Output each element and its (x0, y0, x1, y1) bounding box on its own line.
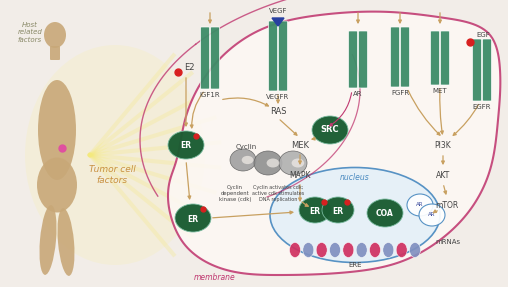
FancyBboxPatch shape (400, 27, 409, 87)
Ellipse shape (292, 158, 304, 168)
FancyBboxPatch shape (483, 39, 492, 101)
Ellipse shape (356, 243, 367, 257)
Ellipse shape (44, 22, 66, 48)
Ellipse shape (303, 243, 314, 257)
Text: mRNAs: mRNAs (435, 239, 460, 245)
Ellipse shape (299, 197, 331, 223)
Ellipse shape (38, 80, 76, 180)
Text: membrane: membrane (194, 272, 236, 282)
FancyBboxPatch shape (472, 39, 482, 101)
Text: AR: AR (428, 212, 436, 218)
FancyBboxPatch shape (348, 31, 358, 88)
Text: ER: ER (180, 141, 192, 150)
Text: Tumor cell
factors: Tumor cell factors (88, 165, 135, 185)
Text: ER: ER (187, 214, 199, 224)
Text: COA: COA (376, 208, 394, 218)
Ellipse shape (25, 45, 205, 265)
Text: MET: MET (433, 88, 448, 94)
Ellipse shape (369, 243, 380, 257)
Ellipse shape (330, 243, 340, 257)
Ellipse shape (37, 158, 77, 212)
Text: MEK: MEK (291, 141, 309, 150)
Ellipse shape (242, 156, 253, 164)
Ellipse shape (322, 197, 354, 223)
Text: VEGFR: VEGFR (266, 94, 290, 100)
FancyBboxPatch shape (391, 27, 399, 87)
Text: Cyclin: Cyclin (235, 144, 257, 150)
Text: ER: ER (309, 207, 321, 216)
Ellipse shape (230, 149, 256, 171)
FancyBboxPatch shape (210, 27, 219, 89)
Text: ERE: ERE (348, 262, 362, 268)
FancyBboxPatch shape (430, 31, 439, 85)
Text: VEGF: VEGF (269, 8, 287, 14)
FancyBboxPatch shape (269, 21, 277, 91)
Ellipse shape (383, 243, 394, 257)
FancyBboxPatch shape (201, 27, 209, 89)
Ellipse shape (279, 151, 307, 175)
Text: Host
related
factors: Host related factors (18, 22, 43, 43)
Text: AKT: AKT (436, 170, 450, 179)
Ellipse shape (290, 243, 301, 257)
Polygon shape (168, 11, 500, 275)
Ellipse shape (312, 116, 348, 144)
Ellipse shape (175, 204, 211, 232)
Text: AR: AR (353, 91, 363, 97)
Text: AR: AR (416, 203, 424, 208)
Text: Cyclin
dependent
kinase (cdk): Cyclin dependent kinase (cdk) (219, 185, 251, 201)
FancyBboxPatch shape (359, 31, 367, 88)
Text: mTOR: mTOR (435, 201, 459, 210)
Text: FGFR: FGFR (391, 90, 409, 96)
Ellipse shape (367, 199, 403, 227)
Ellipse shape (419, 204, 445, 226)
FancyBboxPatch shape (440, 31, 450, 85)
Text: RAS: RAS (270, 108, 286, 117)
Text: EGF: EGF (476, 32, 490, 38)
Ellipse shape (396, 243, 407, 257)
Text: ER: ER (332, 207, 343, 216)
Ellipse shape (316, 243, 327, 257)
Ellipse shape (407, 194, 433, 216)
Text: IGF1R: IGF1R (200, 92, 220, 98)
Ellipse shape (270, 168, 440, 263)
Text: SRC: SRC (321, 125, 339, 135)
Text: EGFR: EGFR (473, 104, 491, 110)
Ellipse shape (343, 243, 354, 257)
Text: MAPK: MAPK (289, 170, 311, 179)
Ellipse shape (409, 243, 421, 257)
Ellipse shape (57, 208, 75, 276)
Text: E2: E2 (184, 63, 195, 73)
Polygon shape (272, 18, 284, 26)
Ellipse shape (40, 205, 56, 275)
Ellipse shape (267, 158, 279, 168)
Ellipse shape (254, 151, 282, 175)
FancyBboxPatch shape (50, 46, 60, 60)
Text: PI3K: PI3K (435, 141, 452, 150)
Text: Cyclin activates cdk;
active cdk stimulates
DNA replication: Cyclin activates cdk; active cdk stimula… (252, 185, 304, 201)
Text: nucleus: nucleus (340, 174, 370, 183)
Ellipse shape (168, 131, 204, 159)
FancyBboxPatch shape (278, 21, 288, 91)
